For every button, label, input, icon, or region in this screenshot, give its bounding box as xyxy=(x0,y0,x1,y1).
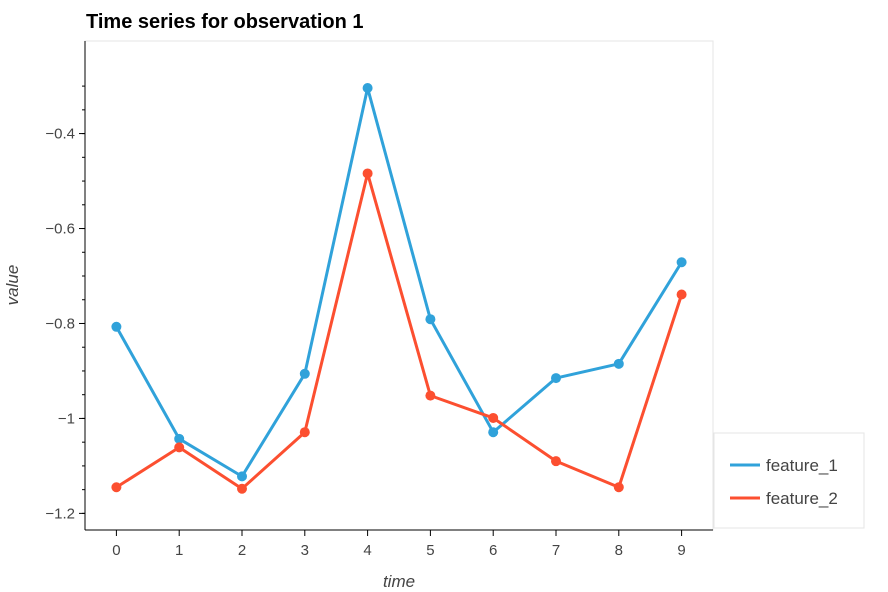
x-axis-ticks: 0 1 2 3 4 5 6 7 8 9 xyxy=(112,530,686,559)
data-point[interactable] xyxy=(174,433,185,444)
y-tick-label: −0.4 xyxy=(45,126,75,143)
legend-label: feature_1 xyxy=(766,456,838,475)
x-axis-label: time xyxy=(383,572,415,591)
x-tick-label: 6 xyxy=(489,542,497,559)
x-tick-label: 2 xyxy=(238,542,246,559)
x-tick-label: 4 xyxy=(363,542,371,559)
series-feature_2 xyxy=(111,168,687,494)
data-point[interactable] xyxy=(676,289,687,300)
data-point[interactable] xyxy=(551,456,561,467)
x-tick-label: 1 xyxy=(175,542,183,559)
y-axis-label: value xyxy=(3,265,22,306)
series-line-feature_2 xyxy=(115,171,684,491)
legend-item-feature_2[interactable]: feature_2 xyxy=(730,489,838,508)
data-point[interactable] xyxy=(551,373,561,384)
data-point[interactable] xyxy=(488,412,499,423)
x-tick-label: 9 xyxy=(677,542,685,559)
series-feature_1 xyxy=(111,83,687,482)
y-tick-label: −1 xyxy=(58,410,75,427)
legend-box xyxy=(713,432,865,529)
data-point[interactable] xyxy=(362,83,373,94)
legend-item-feature_1[interactable]: feature_1 xyxy=(730,456,838,475)
x-tick-label: 5 xyxy=(426,542,434,559)
chart-title: Time series for observation 1 xyxy=(86,11,364,33)
data-point[interactable] xyxy=(299,427,310,438)
y-tick-label: −1.2 xyxy=(45,505,75,522)
data-point[interactable] xyxy=(237,471,247,482)
data-point[interactable] xyxy=(111,482,122,493)
x-tick-label: 3 xyxy=(301,542,309,559)
data-point[interactable] xyxy=(174,442,185,453)
data-point[interactable] xyxy=(488,427,499,438)
data-point[interactable] xyxy=(613,482,624,493)
data-point[interactable] xyxy=(362,168,373,179)
data-point[interactable] xyxy=(613,358,624,369)
x-tick-label: 7 xyxy=(552,542,560,559)
series-layer xyxy=(111,83,687,494)
x-tick-label: 0 xyxy=(112,542,120,559)
x-tick-label: 8 xyxy=(615,542,623,559)
y-axis-ticks: −1.2 −1 −0.8 −0.6 −0.4 xyxy=(45,85,85,522)
y-tick-label: −0.8 xyxy=(45,315,75,332)
data-point[interactable] xyxy=(237,483,247,494)
series-line-feature_1 xyxy=(115,86,683,478)
legend[interactable]: feature_1 feature_2 xyxy=(713,432,865,529)
data-point[interactable] xyxy=(676,257,687,268)
data-point[interactable] xyxy=(425,390,436,401)
y-tick-label: −0.6 xyxy=(45,221,75,238)
data-point[interactable] xyxy=(425,314,436,325)
legend-label: feature_2 xyxy=(766,489,838,508)
data-point[interactable] xyxy=(111,321,122,332)
data-point[interactable] xyxy=(299,368,310,379)
